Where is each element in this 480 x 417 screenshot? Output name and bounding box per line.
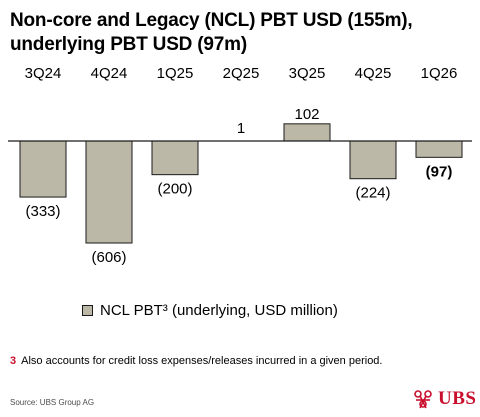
bar-1q26 — [415, 140, 463, 158]
value-label-4q24: (606) — [91, 249, 126, 266]
bar-4q24 — [85, 140, 133, 244]
legend: NCL PBT³ (underlying, USD million) — [82, 302, 338, 319]
ubs-logo-text: UBS — [438, 388, 477, 409]
bars — [19, 123, 463, 244]
category-label-2q25: 2Q25 — [223, 65, 260, 82]
source-note: Source: UBS Group AG — [10, 398, 95, 407]
chart-title: Non-core and Legacy (NCL) PBT USD (155m)… — [10, 9, 413, 57]
value-labels: (333) (606) (200) 1 102 (224) (97) — [25, 106, 452, 266]
chart-title-line-1: Non-core and Legacy (NCL) PBT USD (155m)… — [10, 10, 413, 31]
bar-3q25 — [283, 123, 331, 142]
category-labels: 3Q24 4Q24 1Q25 2Q25 3Q25 4Q25 1Q26 — [25, 65, 458, 82]
category-label-1q26: 1Q26 — [421, 65, 458, 82]
category-label-1q25: 1Q25 — [157, 65, 194, 82]
value-label-2q25: 1 — [237, 120, 245, 137]
bar-chart: 3Q24 4Q24 1Q25 2Q25 3Q25 4Q25 1Q26 (333)(606)(… — [8, 65, 472, 266]
bar-3q24 — [19, 140, 67, 198]
category-label-4q24: 4Q24 — [91, 65, 128, 82]
footnote: 3 Also accounts for credit loss expenses/… — [10, 355, 382, 367]
category-label-3q24: 3Q24 — [25, 65, 62, 82]
category-label-4q25: 4Q25 — [355, 65, 392, 82]
value-label-1q26: (97) — [426, 163, 453, 180]
chart-title-line-2: underlying PBT USD (97m) — [10, 34, 247, 55]
bar-4q25 — [349, 140, 397, 180]
ubs-keys-icon — [414, 390, 432, 409]
value-label-3q24: (333) — [25, 203, 60, 220]
value-label-1q25: (200) — [157, 181, 192, 198]
bar-1q25 — [151, 140, 199, 176]
footnote-number: 3 — [10, 355, 17, 367]
ubs-logo: UBS — [412, 388, 476, 410]
legend-swatch — [82, 305, 93, 316]
value-label-4q25: (224) — [355, 185, 390, 202]
value-label-3q25: 102 — [294, 106, 319, 123]
legend-label: NCL PBT³ (underlying, USD million) — [100, 302, 338, 319]
category-label-3q25: 3Q25 — [289, 65, 326, 82]
footnote-text: Also accounts for credit loss expenses/r… — [21, 355, 383, 367]
